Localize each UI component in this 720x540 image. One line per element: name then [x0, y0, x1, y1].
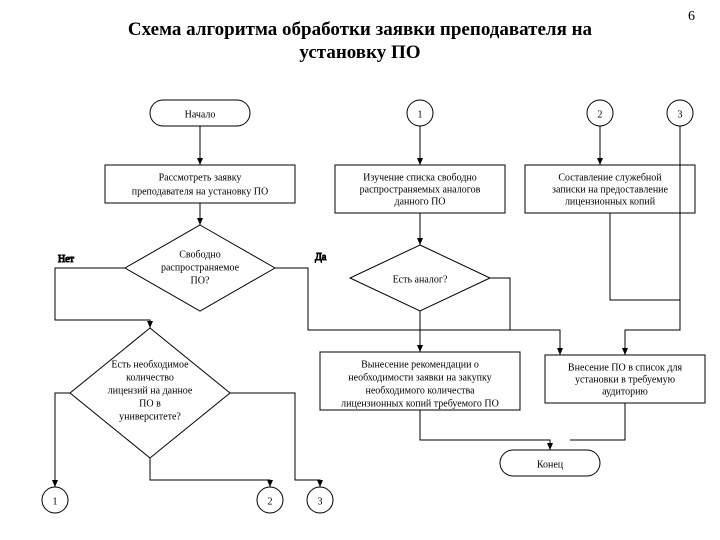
svg-text:Вынесение рекомендации о: Вынесение рекомендации о — [361, 359, 479, 370]
flowchart-canvas: 6 Схема алгоритма обработки заявки препо… — [0, 0, 720, 540]
svg-text:1: 1 — [418, 109, 423, 120]
connector-3-in: 3 — [667, 100, 693, 126]
svg-text:необходимого количества: необходимого количества — [365, 385, 475, 396]
svg-text:3: 3 — [678, 109, 683, 120]
svg-text:количество: количество — [126, 372, 174, 383]
process-recommend: Вынесение рекомендации о необходимости з… — [320, 352, 520, 410]
svg-text:Есть аналог?: Есть аналог? — [393, 274, 448, 285]
svg-text:Есть необходимое: Есть необходимое — [111, 359, 189, 370]
title-line-1: Схема алгоритма обработки заявки препода… — [128, 19, 593, 40]
svg-text:распространяемых аналогов: распространяемых аналогов — [360, 184, 481, 195]
svg-text:лицензионных копий: лицензионных копий — [565, 196, 656, 207]
connector-1-out: 1 — [42, 487, 68, 513]
page-number: 6 — [688, 9, 695, 24]
connector-1-in: 1 — [407, 100, 433, 126]
svg-text:1: 1 — [53, 496, 58, 507]
svg-text:Конец: Конец — [537, 459, 564, 470]
svg-text:установки в требуемую: установки в требуемую — [575, 374, 676, 385]
process-review: Рассмотреть заявку преподавателя на уста… — [105, 165, 295, 203]
svg-text:Свободно: Свободно — [179, 249, 221, 260]
svg-text:преподавателя на установку ПО: преподавателя на установку ПО — [132, 186, 268, 197]
free-no-label: Нет — [58, 254, 75, 265]
svg-text:3: 3 — [318, 496, 323, 507]
svg-text:записки на предоставление: записки на предоставление — [552, 184, 668, 195]
process-memo: Составление служебной записки на предост… — [525, 165, 695, 213]
connector-2-in: 2 — [587, 100, 613, 126]
svg-text:университете?: университете? — [119, 411, 181, 422]
svg-text:Изучение списка свободно: Изучение списка свободно — [363, 172, 477, 183]
decision-free-software: Свободно распространяемое ПО? — [125, 225, 275, 311]
free-yes-label: Да — [315, 252, 327, 263]
svg-text:необходимости заявки на закупк: необходимости заявки на закупку — [348, 372, 491, 383]
svg-text:данного ПО: данного ПО — [394, 196, 445, 207]
connector-3-out: 3 — [307, 487, 333, 513]
svg-text:Составление служебной: Составление служебной — [558, 172, 662, 183]
svg-text:Рассмотреть заявку: Рассмотреть заявку — [159, 172, 242, 183]
process-study: Изучение списка свободно распространяемы… — [335, 165, 505, 213]
title-line-2: установку ПО — [299, 42, 420, 63]
start-node: Начало — [150, 100, 250, 126]
svg-text:лицензий на данное: лицензий на данное — [108, 385, 193, 396]
connector-2-out: 2 — [257, 487, 283, 513]
process-addlist: Внесение ПО в список для установки в тре… — [545, 355, 705, 403]
decision-analog: Есть аналог? — [350, 245, 490, 311]
svg-text:2: 2 — [598, 109, 603, 120]
svg-text:лицензионных копий требуемого: лицензионных копий требуемого ПО — [341, 398, 499, 409]
svg-text:Внесение ПО в список для: Внесение ПО в список для — [568, 362, 683, 373]
end-node: Конец — [500, 450, 600, 476]
svg-text:ПО в: ПО в — [139, 398, 161, 409]
svg-text:распространяемое: распространяемое — [161, 262, 240, 273]
svg-text:ПО?: ПО? — [191, 275, 210, 286]
svg-text:Начало: Начало — [185, 109, 216, 120]
svg-text:2: 2 — [268, 496, 273, 507]
decision-licenses: Есть необходимое количество лицензий на … — [70, 328, 230, 458]
svg-text:аудиторию: аудиторию — [602, 386, 648, 397]
